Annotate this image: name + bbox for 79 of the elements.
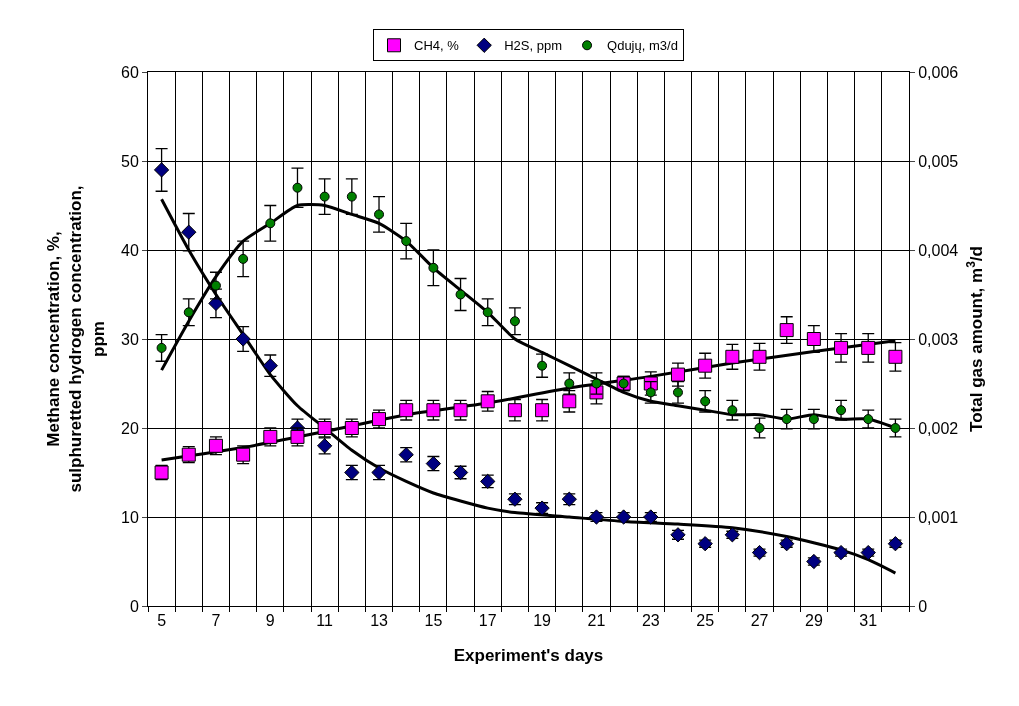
point	[509, 316, 520, 327]
y2-tick-label: 0,002	[918, 419, 959, 437]
y-axis-title: Methane concentration, %, sulphuretted hydrogen concentration, ppm	[44, 185, 108, 493]
point	[751, 544, 768, 561]
y2-tick-label: 0,004	[918, 241, 959, 259]
x-tick-label: 27	[750, 612, 769, 630]
point	[697, 536, 713, 552]
point	[507, 403, 522, 418]
y-tick-label: 20	[121, 419, 139, 437]
x-tick-label: 13	[370, 612, 389, 630]
point	[833, 544, 849, 561]
x-tick-label: 31	[859, 612, 878, 630]
point	[591, 378, 602, 389]
point	[781, 414, 792, 425]
point	[238, 253, 249, 264]
legend-label: Qdujų, m3/d	[607, 38, 678, 54]
point	[401, 236, 412, 247]
point	[156, 342, 167, 353]
y2-tick-label: 0,003	[918, 330, 959, 348]
y-tick-label: 10	[121, 508, 139, 526]
x-tick-label: 17	[478, 612, 497, 630]
point	[752, 349, 767, 364]
x-tick-label: 29	[804, 612, 823, 630]
point	[863, 414, 874, 425]
y-tick-label: 60	[121, 63, 139, 81]
point	[374, 209, 385, 220]
point	[888, 349, 903, 364]
point	[860, 544, 876, 561]
point	[210, 280, 221, 291]
point	[346, 191, 357, 202]
point	[262, 358, 278, 374]
point	[535, 403, 550, 418]
y-tick-label: 40	[121, 241, 139, 259]
x-tick-label: 9	[265, 612, 275, 630]
point	[537, 360, 548, 371]
point	[890, 423, 901, 433]
point	[564, 378, 575, 389]
legend-label: CH4, %	[414, 38, 460, 54]
point	[672, 387, 683, 398]
point	[319, 191, 330, 202]
y2-tick-label: 0,006	[918, 63, 959, 81]
point	[861, 340, 876, 355]
point	[235, 331, 251, 347]
x-tick-label: 5	[157, 612, 167, 630]
point	[834, 340, 849, 355]
x-axis-title: Experiment's days	[453, 645, 604, 665]
point	[455, 289, 466, 300]
point	[806, 332, 821, 346]
point	[428, 262, 439, 273]
y-tick-label: 50	[121, 152, 139, 170]
point	[562, 394, 577, 409]
point	[698, 358, 713, 373]
legend-label: H2S, ppm	[504, 38, 563, 54]
point	[181, 224, 197, 240]
y-tick-label: 0	[129, 597, 139, 615]
point	[153, 162, 170, 178]
point	[670, 367, 685, 382]
point	[183, 307, 194, 318]
point	[725, 349, 740, 364]
y-tick-label: 30	[121, 330, 139, 348]
point	[700, 396, 711, 407]
x-tick-label: 25	[696, 612, 715, 630]
y2-tick-label: 0	[918, 597, 928, 615]
x-tick-label: 15	[424, 612, 443, 630]
x-tick-label: 23	[641, 612, 660, 630]
point	[887, 536, 904, 552]
y2-tick-label: 0,005	[918, 152, 959, 170]
x-tick-label: 21	[587, 612, 606, 630]
x-tick-label: 11	[316, 612, 334, 630]
point	[806, 553, 822, 570]
point	[482, 307, 493, 318]
point	[779, 536, 795, 552]
x-tick-label: 19	[533, 612, 552, 630]
point	[645, 387, 656, 398]
point	[779, 323, 794, 338]
point	[265, 218, 276, 229]
y2-tick-label: 0,001	[918, 508, 959, 526]
x-tick-label: 7	[211, 612, 221, 630]
point	[292, 182, 303, 193]
